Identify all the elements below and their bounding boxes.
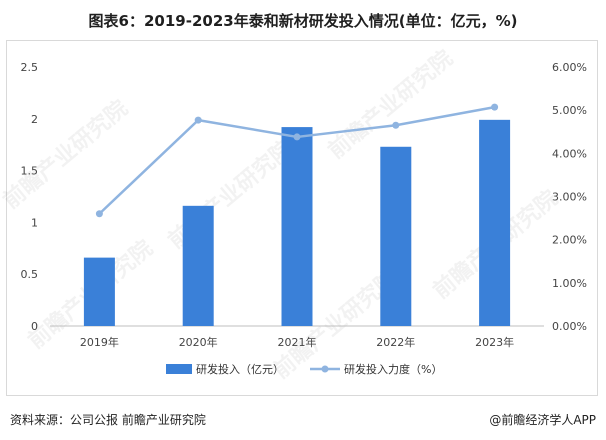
chart-title: 图表6：2019-2023年泰和新材研发投入情况(单位：亿元，%) [88, 12, 518, 30]
legend-line-label: 研发投入力度（%） [344, 362, 442, 376]
y-right-tick-label: 6.00% [552, 61, 587, 74]
source-note: 资料来源：公司公报 前瞻产业研究院 [10, 413, 206, 427]
y-right-tick-label: 1.00% [552, 277, 587, 290]
y-right-tick-label: 3.00% [552, 191, 587, 204]
y-right-tick-label: 4.00% [552, 147, 587, 160]
x-tick-label: 2023年 [475, 335, 514, 349]
y-left-tick-label: 1 [31, 216, 38, 229]
legend-bar-label: 研发投入（亿元） [196, 362, 284, 376]
y-left-tick-label: 2.5 [21, 61, 39, 74]
y-right-tick-label: 5.00% [552, 104, 587, 117]
legend-bar-swatch [166, 364, 192, 374]
watermark-text: 前瞻产业研究院 [323, 45, 458, 164]
y-left-tick-label: 0.5 [21, 268, 39, 281]
y-left-tick-label: 1.5 [21, 165, 39, 178]
x-tick-label: 2022年 [376, 335, 415, 349]
chart-frame [6, 40, 598, 396]
x-tick-label: 2020年 [179, 335, 218, 349]
bar-2020年 [182, 205, 214, 326]
bar-2023年 [479, 119, 511, 326]
line-point-2022年 [392, 121, 400, 129]
line-point-2020年 [194, 116, 202, 124]
watermark-text: 前瞻产业研究院 [0, 95, 133, 214]
legend-line-marker [321, 365, 329, 373]
bar-2019年 [83, 257, 115, 326]
line-point-2019年 [95, 210, 103, 218]
x-tick-label: 2021年 [278, 335, 317, 349]
line-point-2021年 [293, 133, 301, 141]
line-point-2023年 [491, 103, 499, 111]
y-left-tick-label: 0 [31, 320, 38, 333]
y-right-tick-label: 2.00% [552, 234, 587, 247]
credit-note: @前瞻经济学人APP [489, 413, 596, 427]
y-left-tick-label: 2 [31, 113, 38, 126]
x-tick-label: 2019年 [80, 335, 119, 349]
bar-2021年 [281, 127, 313, 326]
bar-2022年 [380, 146, 412, 326]
y-right-tick-label: 0.00% [552, 320, 587, 333]
